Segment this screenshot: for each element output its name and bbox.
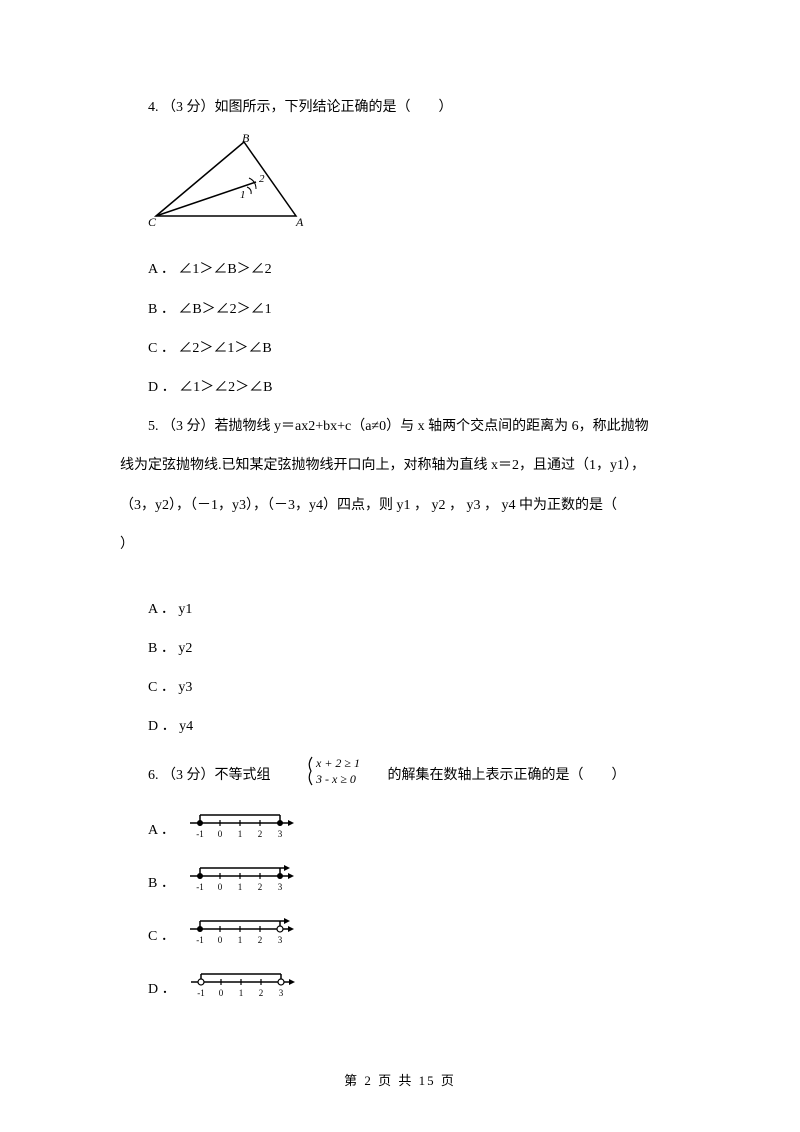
q5-line2: 线为定弦抛物线.已知某定弦抛物线开口向上，对称轴为直线 x＝2，且通过（1，y1… <box>120 453 680 478</box>
q4-figure: 1 2 B C A <box>148 134 680 243</box>
svg-text:3: 3 <box>279 988 284 998</box>
q6-option-c[interactable]: C ． -1 0 1 2 3 <box>148 917 680 956</box>
q5-option-b[interactable]: B ． y2 <box>148 636 680 661</box>
q6-option-b[interactable]: B ． -1 0 1 2 3 <box>148 864 680 903</box>
svg-text:C: C <box>148 215 157 229</box>
q4-stem: 4. （3 分）如图所示，下列结论正确的是（ ） <box>120 95 680 120</box>
svg-text:0: 0 <box>219 988 224 998</box>
svg-text:-1: -1 <box>197 882 205 892</box>
q4-option-c[interactable]: C ． ∠2＞∠1＞∠B <box>148 336 680 361</box>
svg-text:1: 1 <box>238 935 243 945</box>
q6-stem-after: 的解集在数轴上表示正确的是（ ） <box>388 767 626 782</box>
q6-option-a[interactable]: A ． -1 0 1 2 3 <box>148 811 680 850</box>
q6-option-d[interactable]: D ． -1 0 1 2 3 <box>148 970 680 1009</box>
q6-numberline-c: -1 0 1 2 3 <box>186 917 298 956</box>
svg-text:-1: -1 <box>197 988 205 998</box>
q6-opt-c-label: C ． <box>148 929 175 944</box>
q4-option-a[interactable]: A ． ∠1＞∠B＞∠2 <box>148 257 680 282</box>
q5-line1: 5. （3 分）若抛物线 y＝ax2+bx+c（a≠0）与 x 轴两个交点间的距… <box>120 414 680 439</box>
svg-text:3: 3 <box>278 882 283 892</box>
svg-text:3: 3 <box>278 935 283 945</box>
svg-text:0: 0 <box>218 882 223 892</box>
svg-text:x + 2 ≥ 1: x + 2 ≥ 1 <box>315 756 360 770</box>
svg-text:1: 1 <box>238 882 243 892</box>
q6-opt-b-label: B ． <box>148 876 175 891</box>
svg-text:2: 2 <box>259 988 264 998</box>
q5-line4: ） <box>120 532 680 557</box>
svg-text:A: A <box>295 215 304 229</box>
svg-text:B: B <box>242 134 250 145</box>
svg-text:0: 0 <box>218 935 223 945</box>
svg-text:2: 2 <box>259 173 265 185</box>
svg-text:2: 2 <box>258 829 263 839</box>
svg-text:2: 2 <box>258 882 263 892</box>
q5-option-c[interactable]: C ． y3 <box>148 675 680 700</box>
q6-numberline-b: -1 0 1 2 3 <box>186 864 298 903</box>
q6-numberline-d: -1 0 1 2 3 <box>187 970 299 1009</box>
svg-text:1: 1 <box>240 189 246 201</box>
q6-inequality-system: x + 2 ≥ 1 3 - x ≥ 0 <box>278 754 384 797</box>
q5-option-d[interactable]: D ． y4 <box>148 714 680 739</box>
svg-text:3: 3 <box>278 829 283 839</box>
page-footer: 第 2 页 共 15 页 <box>0 1069 800 1092</box>
svg-text:0: 0 <box>218 829 223 839</box>
q6-opt-a-label: A ． <box>148 823 175 838</box>
q6-numberline-a: -1 0 1 2 3 <box>186 811 298 850</box>
svg-text:2: 2 <box>258 935 263 945</box>
svg-text:-1: -1 <box>197 935 205 945</box>
q4-option-d[interactable]: D ． ∠1＞∠2＞∠B <box>148 375 680 400</box>
q4-option-b[interactable]: B ． ∠B＞∠2＞∠1 <box>148 297 680 322</box>
svg-text:1: 1 <box>238 829 243 839</box>
q5-option-a[interactable]: A ． y1 <box>148 597 680 622</box>
svg-text:-1: -1 <box>197 829 205 839</box>
q5-line3: （3，y2），（－1，y3），（－3，y4）四点，则 y1 ， y2 ， y3 … <box>120 493 680 518</box>
q6-opt-d-label: D ． <box>148 982 176 997</box>
q6-stem-before: 6. （3 分）不等式组 <box>148 767 271 782</box>
svg-text:3 - x ≥ 0: 3 - x ≥ 0 <box>315 772 356 786</box>
svg-text:1: 1 <box>239 988 244 998</box>
q6-stem: 6. （3 分）不等式组 x + 2 ≥ 1 3 - x ≥ 0 的解集在数轴上… <box>120 754 680 797</box>
